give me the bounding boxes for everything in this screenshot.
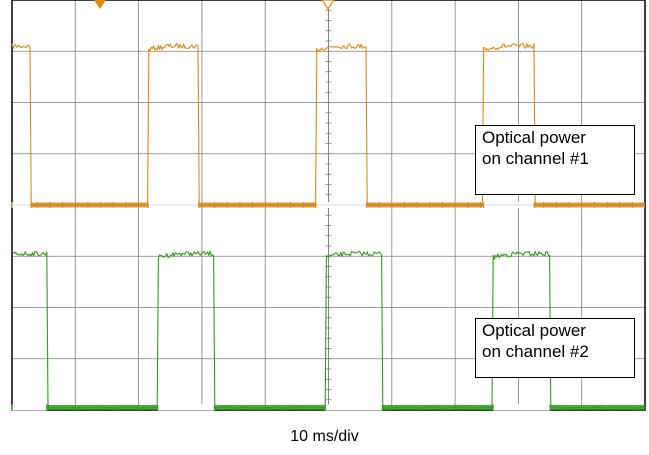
legend-channel-2-line-1: Optical power [482, 321, 586, 340]
legend-channel-2-line-2: on channel #2 [482, 342, 589, 361]
trace-gap [157, 404, 215, 411]
legend-channel-1-line-2: on channel #1 [482, 149, 589, 168]
trace-gap [325, 404, 383, 411]
legend-channel-1: Optical power on channel #1 [475, 125, 635, 195]
legend-channel-2: Optical power on channel #2 [475, 318, 635, 378]
x-axis-label: 10 ms/div [290, 428, 359, 445]
legend-channel-1-line-1: Optical power [482, 128, 586, 147]
center-marker-icon [321, 0, 335, 11]
trace-gap [493, 404, 551, 411]
trigger-arrow-icon [94, 0, 106, 9]
trace-gap [12, 404, 47, 411]
